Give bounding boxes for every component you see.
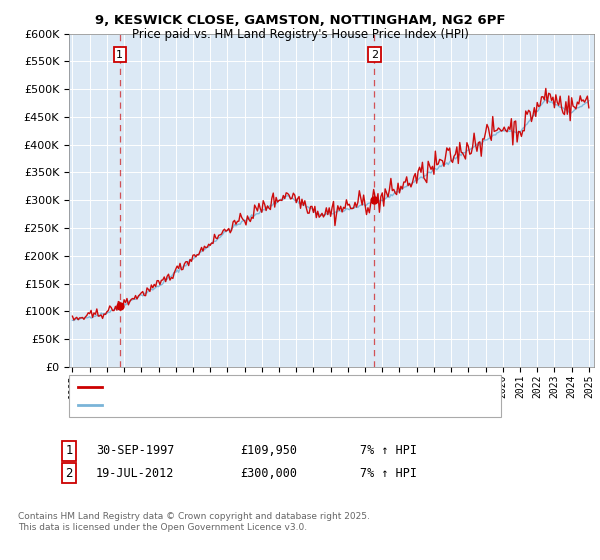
Text: HPI: Average price, detached house, Rushcliffe: HPI: Average price, detached house, Rush… [107, 400, 350, 410]
Text: 7% ↑ HPI: 7% ↑ HPI [360, 444, 417, 458]
Text: 19-JUL-2012: 19-JUL-2012 [96, 466, 175, 480]
Text: 30-SEP-1997: 30-SEP-1997 [96, 444, 175, 458]
Text: 2: 2 [65, 466, 73, 480]
Text: £300,000: £300,000 [240, 466, 297, 480]
Text: 9, KESWICK CLOSE, GAMSTON, NOTTINGHAM, NG2 6PF: 9, KESWICK CLOSE, GAMSTON, NOTTINGHAM, N… [95, 14, 505, 27]
Text: £109,950: £109,950 [240, 444, 297, 458]
Text: 1: 1 [116, 50, 123, 60]
Text: 1: 1 [65, 444, 73, 458]
Text: 7% ↑ HPI: 7% ↑ HPI [360, 466, 417, 480]
Text: 9, KESWICK CLOSE, GAMSTON, NOTTINGHAM, NG2 6PF (detached house): 9, KESWICK CLOSE, GAMSTON, NOTTINGHAM, N… [107, 382, 488, 392]
Text: 2: 2 [371, 50, 378, 60]
Text: Contains HM Land Registry data © Crown copyright and database right 2025.
This d: Contains HM Land Registry data © Crown c… [18, 512, 370, 532]
Text: Price paid vs. HM Land Registry's House Price Index (HPI): Price paid vs. HM Land Registry's House … [131, 28, 469, 41]
